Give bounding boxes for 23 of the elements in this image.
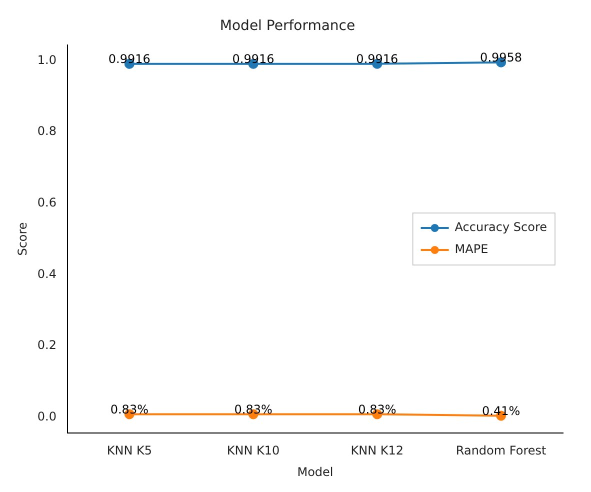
x-tick-label: KNN K5 bbox=[106, 444, 152, 458]
x-tick-label: Random Forest bbox=[456, 444, 547, 458]
y-tick-label: 0.6 bbox=[37, 195, 56, 210]
data-label: 0.83% bbox=[110, 402, 148, 416]
chart-title: Model Performance bbox=[220, 18, 356, 34]
legend-label: MAPE bbox=[454, 242, 488, 256]
data-label: 0.83% bbox=[234, 402, 272, 416]
data-label: 0.9916 bbox=[108, 52, 150, 66]
y-axis-title: Score bbox=[15, 222, 30, 256]
y-tick-label: 1.0 bbox=[37, 52, 56, 67]
x-tick-label: KNN K10 bbox=[226, 444, 280, 458]
data-label: 0.9958 bbox=[480, 50, 522, 64]
y-tick-label: 0.0 bbox=[37, 409, 56, 424]
data-label: 0.9916 bbox=[356, 52, 398, 66]
data-label: 0.83% bbox=[358, 402, 396, 416]
y-tick-label: 0.4 bbox=[37, 266, 56, 281]
y-tick-label: 0.8 bbox=[37, 124, 56, 138]
data-label: 0.41% bbox=[482, 404, 520, 418]
y-tick-label: 0.2 bbox=[37, 338, 56, 352]
data-label: 0.9916 bbox=[232, 52, 274, 66]
x-axis-title: Model bbox=[297, 464, 334, 479]
legend-label: Accuracy Score bbox=[454, 220, 548, 234]
x-tick-label: KNN K12 bbox=[350, 444, 404, 458]
